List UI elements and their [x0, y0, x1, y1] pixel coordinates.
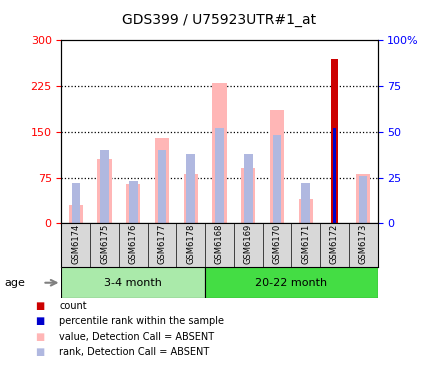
Text: rank, Detection Call = ABSENT: rank, Detection Call = ABSENT — [59, 347, 209, 357]
Text: age: age — [4, 278, 25, 288]
Text: ■: ■ — [35, 332, 44, 342]
Bar — [298, 199, 312, 223]
Text: GSM6173: GSM6173 — [358, 223, 367, 264]
Text: GSM6175: GSM6175 — [100, 223, 109, 264]
Bar — [272, 135, 281, 223]
Text: GSM6172: GSM6172 — [329, 223, 338, 264]
Text: GSM6171: GSM6171 — [300, 223, 310, 264]
Text: GSM6170: GSM6170 — [272, 223, 281, 264]
Bar — [332, 128, 336, 223]
Text: GSM6174: GSM6174 — [71, 223, 80, 264]
Bar — [155, 138, 169, 223]
Text: GSM6169: GSM6169 — [243, 223, 252, 264]
Bar — [240, 168, 255, 223]
Bar — [330, 59, 337, 223]
Bar — [157, 150, 166, 223]
Text: count: count — [59, 300, 87, 311]
Text: 20-22 month: 20-22 month — [254, 278, 327, 288]
Bar — [61, 267, 205, 298]
Text: ■: ■ — [35, 300, 44, 311]
Bar — [129, 181, 137, 223]
Bar — [68, 205, 83, 223]
Bar — [358, 176, 367, 223]
Bar — [97, 159, 112, 223]
Text: value, Detection Call = ABSENT: value, Detection Call = ABSENT — [59, 332, 214, 342]
Bar — [100, 150, 109, 223]
Bar — [183, 175, 198, 223]
Bar — [212, 83, 226, 223]
Text: GSM6168: GSM6168 — [215, 223, 223, 264]
Bar — [71, 183, 80, 223]
Text: ■: ■ — [35, 316, 44, 326]
Bar — [205, 267, 377, 298]
Text: 3-4 month: 3-4 month — [104, 278, 162, 288]
Text: percentile rank within the sample: percentile rank within the sample — [59, 316, 224, 326]
Text: ■: ■ — [35, 347, 44, 357]
Bar — [244, 154, 252, 223]
Text: GSM6176: GSM6176 — [128, 223, 138, 264]
Bar — [269, 111, 283, 223]
Bar — [186, 154, 194, 223]
Text: GSM6178: GSM6178 — [186, 223, 195, 264]
Text: GDS399 / U75923UTR#1_at: GDS399 / U75923UTR#1_at — [122, 13, 316, 27]
Bar — [355, 175, 370, 223]
Bar — [301, 183, 309, 223]
Text: GSM6177: GSM6177 — [157, 223, 166, 264]
Bar — [215, 128, 223, 223]
Bar — [126, 184, 140, 223]
